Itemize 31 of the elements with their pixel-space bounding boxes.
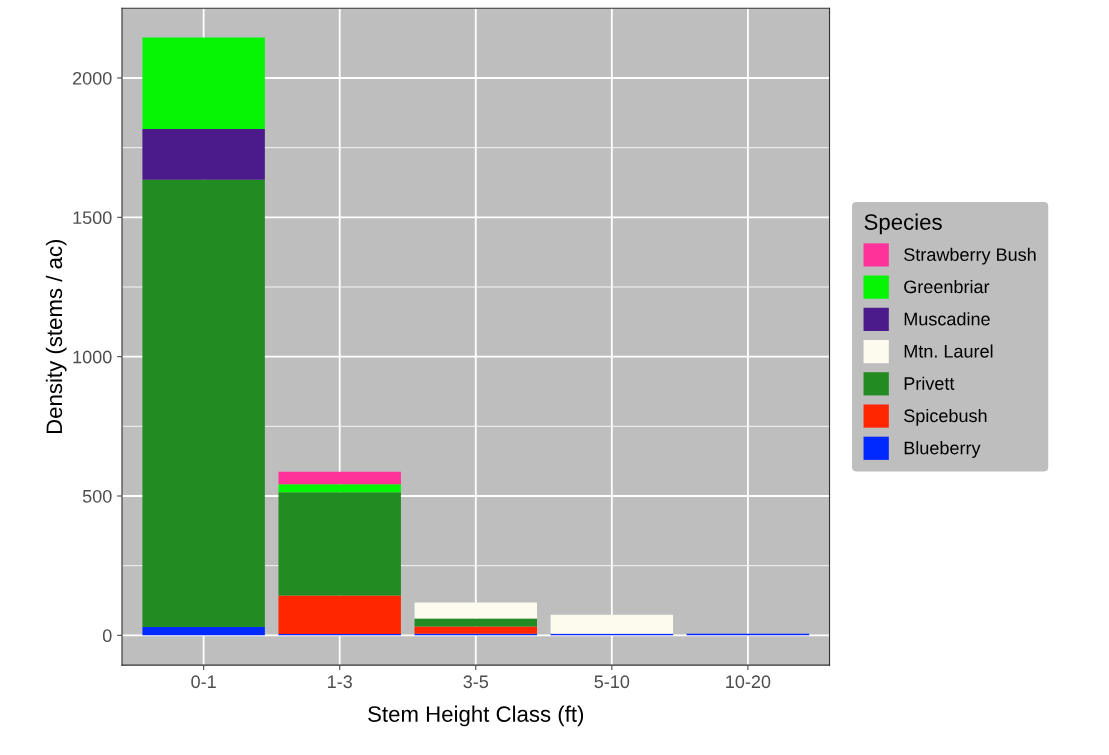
x-tick-label: 1-3 xyxy=(328,675,352,689)
y-tick-label: 1500 xyxy=(73,211,112,225)
y-axis-title: Density (stems / ac) xyxy=(45,239,67,434)
legend-label: Mtn. Laurel xyxy=(904,344,993,358)
x-tick-label: 10-20 xyxy=(726,675,771,689)
bar xyxy=(278,471,401,485)
bar xyxy=(142,37,265,129)
x-tick-label: 5-10 xyxy=(594,675,630,689)
x-axis-title: Stem Height Class (ft) xyxy=(368,705,584,727)
y-tick-label: 0 xyxy=(102,629,112,643)
bar xyxy=(142,128,265,180)
legend-label: Muscadine xyxy=(904,312,990,326)
y-tick-label: 2000 xyxy=(73,71,112,85)
bar xyxy=(142,179,265,627)
bar xyxy=(550,614,674,634)
bar xyxy=(278,595,401,634)
y-tick-label: 500 xyxy=(82,489,112,503)
legend-title: Species xyxy=(864,213,942,235)
legend-label: Strawberry Bush xyxy=(904,247,1036,265)
bar xyxy=(278,484,401,493)
y-tick-label: 1000 xyxy=(73,350,112,364)
legend-label: Blueberry xyxy=(904,441,981,458)
bar xyxy=(142,626,265,636)
legend-label: Spicebush xyxy=(904,408,987,426)
x-tick-label: 0-1 xyxy=(191,675,216,689)
bar xyxy=(414,602,537,619)
x-tick-label: 3-5 xyxy=(463,675,489,689)
bar xyxy=(414,626,537,634)
legend-label: Privett xyxy=(904,376,955,390)
bar xyxy=(278,492,401,596)
legend-label: Greenbriar xyxy=(904,279,990,294)
